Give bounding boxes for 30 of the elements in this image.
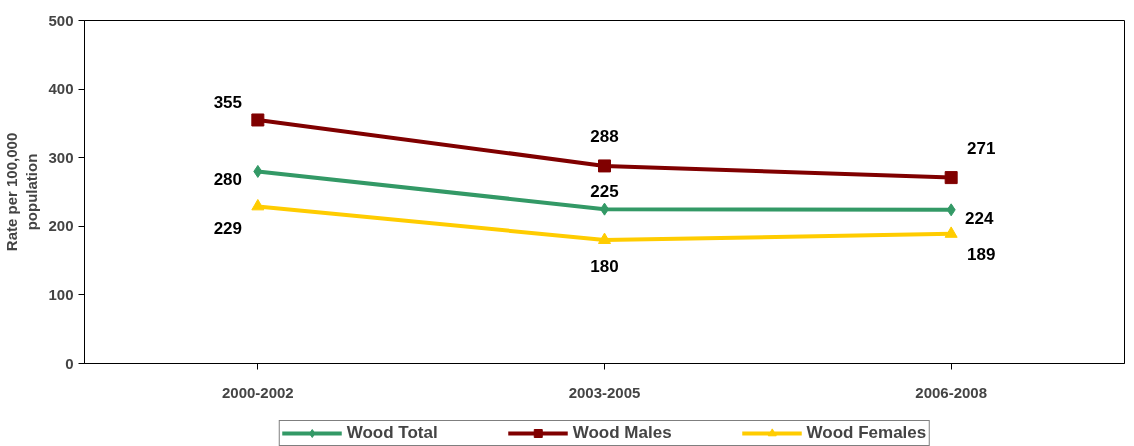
data-label: 225 <box>590 182 619 202</box>
data-label: 288 <box>590 126 619 146</box>
point <box>946 203 956 217</box>
x-tick-label: 2000-2002 <box>221 383 294 401</box>
x-tick-label: 2003-2005 <box>568 383 641 401</box>
data-label: 355 <box>213 92 243 112</box>
data-label: 280 <box>213 170 243 190</box>
point <box>944 171 958 185</box>
y-axis-title: Rate per 100,000 population <box>3 132 41 252</box>
data-label: 271 <box>966 138 996 158</box>
point <box>253 164 263 178</box>
y-tick-label: 200 <box>48 217 74 235</box>
data-label: 189 <box>966 244 996 264</box>
point <box>598 159 611 173</box>
y-tick-label: 100 <box>48 285 74 303</box>
y-tick-label: 500 <box>48 11 74 29</box>
point <box>251 198 265 211</box>
data-label: 229 <box>213 219 243 239</box>
y-tick-label: 0 <box>65 354 74 372</box>
y-tick-label: 400 <box>48 80 74 98</box>
point <box>598 232 611 244</box>
point <box>251 113 265 127</box>
legend-label: Wood Total <box>346 423 438 443</box>
point <box>944 226 958 238</box>
legend-label: Wood Males <box>572 423 672 443</box>
data-label: 180 <box>590 257 619 277</box>
x-tick-label: 2006-2008 <box>915 383 988 401</box>
legend-label: Wood Females <box>806 423 927 443</box>
data-label: 224 <box>964 208 994 228</box>
y-tick-label: 300 <box>48 148 74 166</box>
